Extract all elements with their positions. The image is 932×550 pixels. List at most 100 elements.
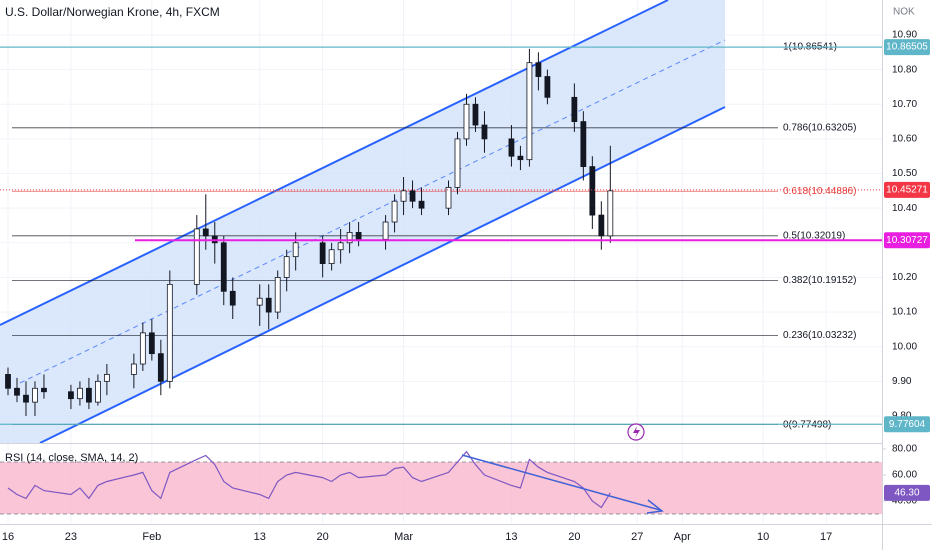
candle-body [319, 242, 326, 264]
candle-body [571, 96, 578, 122]
y-tick-label: 10.20 [892, 272, 917, 283]
channel-lower [39, 106, 726, 444]
rsi-band [0, 462, 882, 515]
y-tick-label: 10.10 [892, 307, 917, 318]
candle-body [202, 228, 209, 237]
candle-body [328, 249, 335, 264]
x-tick-label: 13 [254, 531, 266, 543]
rsi-badge [884, 484, 930, 501]
candle-body [86, 387, 92, 403]
channel-fill [0, 0, 725, 443]
event-icon-bolt [633, 426, 640, 438]
candle-body [5, 374, 11, 389]
rsi-badge-label: 46.30 [894, 487, 919, 498]
rsi-title: RSI (14, close, SMA, 14, 2) [5, 452, 138, 464]
candle-body [166, 283, 173, 382]
candle-body [382, 221, 389, 240]
channel-upper [0, 0, 669, 326]
y-tick-label: 10.60 [892, 134, 917, 145]
candle-body [598, 214, 605, 237]
y-tick-label: 10.70 [892, 99, 917, 110]
candle-body [508, 138, 515, 157]
candle-body [418, 200, 425, 209]
rsi-trend-line [461, 454, 661, 511]
y-tick-label: 10.40 [892, 203, 917, 214]
y-tick-label: 10.90 [892, 30, 917, 41]
candle-body [454, 138, 461, 188]
candle-body [103, 374, 110, 382]
x-tick-label: 20 [317, 531, 329, 543]
price-badge [884, 39, 930, 56]
price-badge [884, 181, 930, 198]
y-tick-label: 10.00 [892, 341, 917, 352]
candle-body [157, 353, 164, 382]
candle-body [472, 103, 479, 126]
fib-label: 0.786(10.63205) [783, 122, 856, 133]
fib-label: 0.236(10.03232) [783, 330, 856, 341]
candle-body [229, 290, 236, 306]
x-tick-label: 17 [820, 531, 832, 543]
main-pane: 1(10.86541)0.786(10.63205)0.618(10.44886… [0, 42, 882, 430]
candle-body [77, 387, 83, 400]
candle-body [193, 228, 200, 285]
chart-title: U.S. Dollar/Norwegian Krone, 4h, FXCM [5, 5, 220, 19]
price-badge-label: 10.45271 [886, 185, 928, 196]
fib-label: 0.5(10.32019) [783, 230, 845, 241]
candle-body [535, 62, 542, 77]
rsi-pane [0, 448, 886, 515]
candle-body [517, 155, 524, 161]
x-tick-label: 27 [631, 531, 643, 543]
price-badge-label: 10.86505 [886, 42, 928, 53]
candle-body [274, 277, 281, 313]
candle-body [23, 394, 29, 403]
candle-body [400, 190, 407, 202]
y-tick-label: 10.50 [892, 168, 917, 179]
candle-body [463, 103, 470, 140]
price-badge-label: 9.77604 [889, 419, 926, 430]
candle-body [346, 232, 353, 244]
rsi-line [7, 450, 611, 509]
rsi-trend-arrow [646, 499, 664, 514]
x-tick-label: 20 [568, 531, 580, 543]
candle-body [41, 387, 47, 393]
rsi-tick-label: 40.00 [892, 496, 917, 507]
candle-body [409, 190, 416, 202]
price-badge [884, 232, 930, 249]
candle-body [68, 391, 74, 400]
candle-body [481, 124, 488, 140]
y-tick-label: 10.80 [892, 64, 917, 75]
currency: NOK [893, 7, 915, 18]
price-badge-label: 10.30727 [886, 235, 928, 246]
candle-body [265, 297, 272, 313]
candle-body [283, 256, 290, 278]
candle-body [607, 190, 614, 237]
candle-body [355, 232, 362, 240]
x-tick-label: 13 [505, 531, 517, 543]
candle-body [445, 186, 452, 209]
x-tick-label: Apr [674, 531, 691, 543]
x-tick-label: Feb [142, 531, 161, 543]
candle-body [139, 332, 146, 365]
x-tick-label: 16 [2, 531, 14, 543]
candle-body [589, 166, 596, 216]
fib-label: 0.618(10.44886) [783, 186, 856, 197]
y-tick-label: 9.90 [892, 376, 912, 387]
candle-body [580, 121, 587, 168]
candle-body [95, 380, 101, 403]
candle-body [544, 76, 551, 98]
channel-mid [19, 39, 726, 384]
candle-body [391, 200, 398, 223]
x-tick-label: Mar [394, 531, 413, 543]
candle-body [526, 62, 533, 161]
candle-body [148, 332, 155, 355]
x-tick-label: 23 [65, 531, 77, 543]
x-tick-label: 10 [757, 531, 769, 543]
candle-body [130, 363, 137, 375]
candle-body [220, 242, 227, 292]
candle-body [14, 387, 20, 396]
price-badge [884, 416, 930, 433]
fib-label: 0.382(10.19152) [783, 275, 856, 286]
candle-body [292, 242, 299, 258]
candle-body [32, 387, 38, 403]
